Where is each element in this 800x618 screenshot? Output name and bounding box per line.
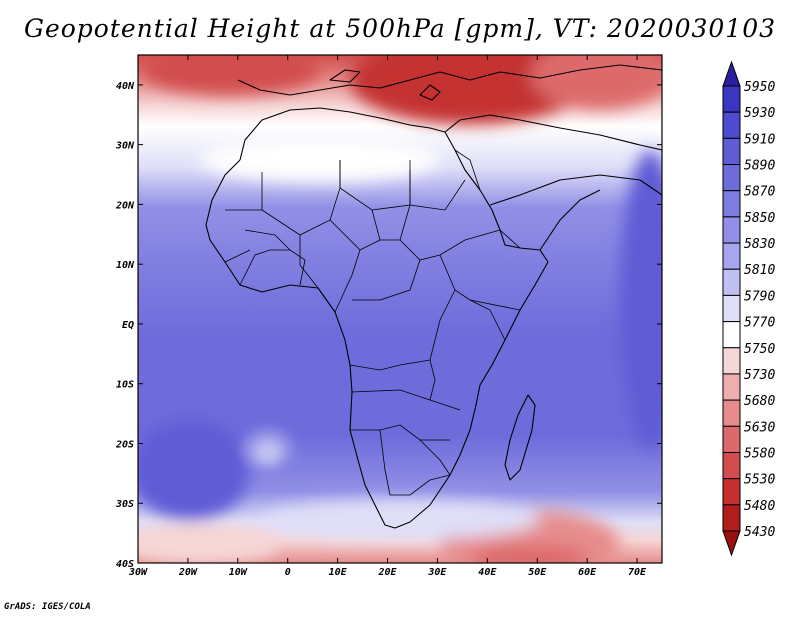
map-frame bbox=[137, 54, 663, 564]
lat-tick-label: 10S bbox=[116, 380, 134, 391]
colorbar-level-label: 5910 bbox=[744, 132, 775, 147]
colorbar-level-label: 5770 bbox=[744, 316, 775, 331]
colorbar-bin bbox=[722, 111, 741, 139]
colorbar-bin bbox=[722, 137, 741, 166]
grads-credit: GrADS: IGES/COLA bbox=[4, 602, 91, 612]
lon-tick-label: 50E bbox=[528, 567, 547, 578]
colorbar-bin bbox=[722, 504, 741, 532]
latitude-axis: 40N 30N 20N 10N EQ 10S 20S 30S 40S bbox=[115, 81, 662, 570]
colorbar-level-label: 5580 bbox=[744, 446, 775, 461]
height-field bbox=[138, 55, 662, 563]
colorbar-level-label: 5930 bbox=[744, 106, 775, 121]
colorbar-bin bbox=[722, 451, 741, 480]
colorbar-top-arrow bbox=[722, 60, 741, 87]
lon-tick-label: 30W bbox=[128, 567, 148, 578]
colorbar-bin bbox=[722, 425, 741, 453]
longitude-axis: 30W 20W 10W 0 10E 20E 30E 40E 50E 60E 70E bbox=[128, 55, 647, 578]
colorbar-level-label: 5850 bbox=[744, 211, 775, 226]
colorbar-level-label: 5750 bbox=[744, 342, 775, 357]
lat-tick-label: 40S bbox=[116, 559, 134, 570]
coastlines bbox=[205, 64, 662, 529]
lat-tick-label: 10N bbox=[116, 260, 135, 271]
colorbar-level-label: 5870 bbox=[744, 185, 775, 200]
colorbar-level-label: 5480 bbox=[744, 499, 775, 514]
colorbar-bin bbox=[722, 399, 741, 427]
colorbar-bottom-arrow bbox=[722, 530, 741, 557]
lat-tick-label: 40N bbox=[116, 81, 135, 92]
colorbar-bin bbox=[722, 85, 741, 113]
colorbar-bin bbox=[722, 373, 741, 401]
colorbar-level-label: 5530 bbox=[744, 473, 775, 488]
colorbar-bin bbox=[722, 321, 741, 349]
lat-tick-label: 30N bbox=[115, 141, 135, 152]
lat-tick-label: 30S bbox=[115, 499, 134, 510]
colorbar-level-label: 5630 bbox=[744, 420, 775, 435]
colorbar-bin bbox=[722, 268, 741, 296]
lon-tick-label: 0 bbox=[285, 567, 291, 578]
colorbar-level-label: 5890 bbox=[744, 159, 775, 174]
colorbar-level-label: 5680 bbox=[744, 394, 775, 409]
colorbar-level-label: 5830 bbox=[744, 237, 775, 252]
colorbar-bin bbox=[722, 216, 741, 244]
lon-tick-label: 30E bbox=[427, 567, 447, 578]
lon-tick-label: 40E bbox=[478, 567, 497, 578]
colorbar-bin bbox=[722, 164, 741, 192]
colorbar-bin bbox=[722, 242, 741, 270]
lon-tick-label: 70E bbox=[628, 567, 647, 578]
colorbar-level-label: 5430 bbox=[744, 525, 775, 540]
lat-tick-label: EQ bbox=[122, 320, 134, 331]
colorbar-bin bbox=[722, 478, 741, 506]
lon-tick-label: 20W bbox=[178, 567, 198, 578]
colorbar: 5950 5930 5910 5890 5870 5850 5830 5810 5790 5770… bbox=[722, 60, 775, 557]
colorbar-bin bbox=[722, 190, 741, 218]
lon-tick-label: 10E bbox=[329, 567, 348, 578]
map-title: Geopotential Height at 500hPa [gpm], VT:… bbox=[23, 14, 777, 43]
colorbar-level-label: 5730 bbox=[744, 368, 775, 383]
colorbar-level-label: 5950 bbox=[744, 80, 775, 95]
lat-tick-label: 20S bbox=[115, 439, 134, 450]
lon-tick-label: 10W bbox=[229, 567, 248, 578]
lon-tick-label: 60E bbox=[578, 567, 597, 578]
colorbar-level-label: 5810 bbox=[744, 263, 775, 278]
lon-tick-label: 20E bbox=[377, 567, 397, 578]
borders bbox=[224, 149, 521, 496]
colorbar-bin bbox=[722, 347, 741, 375]
lat-tick-label: 20N bbox=[115, 200, 135, 211]
colorbar-bin bbox=[722, 294, 741, 323]
colorbar-level-label: 5790 bbox=[744, 289, 775, 304]
